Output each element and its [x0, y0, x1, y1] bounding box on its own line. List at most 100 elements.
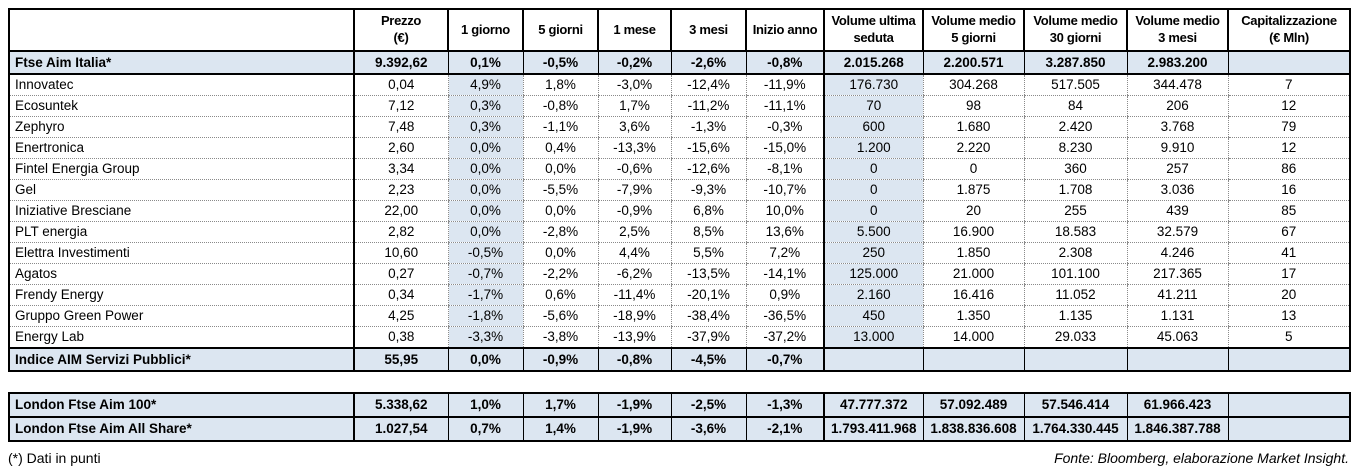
table-row: London Ftse Aim 100* 5.338,62 1,0% 1,7% -1,9…	[9, 392, 1350, 418]
value-cell-m3: -37,9%	[670, 326, 746, 349]
value-cell-cap: 5	[1227, 326, 1350, 349]
value-cell-m1: -11,4%	[597, 284, 671, 306]
value-cell-cap: 41	[1227, 242, 1350, 264]
table-row: PLT energia 2,82 0,0% -2,8% 2,5% 8,5% 13,6% 5.5…	[9, 221, 1350, 243]
value-cell-m1: -0,6%	[597, 158, 671, 180]
value-cell-cap: 86	[1227, 158, 1350, 180]
value-cell-prezzo: 9.392,62	[353, 50, 448, 75]
value-cell-inizio: -37,2%	[745, 326, 824, 349]
value-cell-vol3: 57.546.414	[1023, 392, 1127, 418]
table-body: London Ftse Aim 100* 5.338,62 1,0% 1,7% -1,9…	[9, 392, 1350, 442]
value-cell-vol2: 1.838.836.608	[922, 416, 1024, 442]
value-cell-g5: -0,8%	[522, 95, 598, 117]
value-cell-cap: 12	[1227, 95, 1350, 117]
value-cell-vol2: 14.000	[922, 326, 1024, 349]
value-cell-cap	[1227, 392, 1350, 418]
value-cell-g1: 0,0%	[447, 200, 523, 222]
value-cell-vol3: 84	[1023, 95, 1127, 117]
table-row: Gel 2,23 0,0% -5,5% -7,9% -9,3% -10,7% 0 1.875 1.…	[9, 179, 1350, 201]
company-name-cell: Fintel Energia Group	[9, 158, 354, 180]
value-cell-m3: -20,1%	[670, 284, 746, 306]
value-cell-vol4: 2.983.200	[1126, 50, 1228, 75]
table-row: Enertronica 2,60 0,0% 0,4% -13,3% -15,6% -15,0…	[9, 137, 1350, 159]
value-cell-cap: 85	[1227, 200, 1350, 222]
value-cell-vol4: 4.246	[1126, 242, 1228, 264]
value-cell-m3: -11,2%	[670, 95, 746, 117]
value-cell-g1: 0,0%	[447, 179, 523, 201]
value-cell-prezzo: 3,34	[353, 158, 448, 180]
value-cell-prezzo: 10,60	[353, 242, 448, 264]
value-cell-vol4: 32.579	[1126, 221, 1228, 243]
value-cell-vol3: 101.100	[1023, 263, 1127, 285]
value-cell-g5: -5,6%	[522, 305, 598, 327]
value-cell-vol3: 8.230	[1023, 137, 1127, 159]
value-cell-vol1: 0	[823, 179, 923, 201]
value-cell-vol1: 250	[823, 242, 923, 264]
footer-row: (*) Dati in punti Fonte: Bloomberg, elab…	[8, 450, 1349, 466]
value-cell-inizio: -1,3%	[745, 392, 824, 418]
value-cell-m1: 3,6%	[597, 116, 671, 138]
value-cell-m1: 2,5%	[597, 221, 671, 243]
company-name-cell: Zephyro	[9, 116, 354, 138]
value-cell-inizio: -14,1%	[745, 263, 824, 285]
value-cell-vol4: 9.910	[1126, 137, 1228, 159]
value-cell-g1: 0,0%	[447, 221, 523, 243]
value-cell-g1: 0,7%	[447, 416, 523, 442]
value-cell-cap: 17	[1227, 263, 1350, 285]
value-cell-vol4: 217.365	[1126, 263, 1228, 285]
value-cell-vol4: 257	[1126, 158, 1228, 180]
value-cell-g5: 0,0%	[522, 242, 598, 264]
value-cell-inizio: -15,0%	[745, 137, 824, 159]
value-cell-inizio: 7,2%	[745, 242, 824, 264]
value-cell-m3: -3,6%	[670, 416, 746, 442]
company-name-cell: Enertronica	[9, 137, 354, 159]
value-cell-g5: 1,7%	[522, 392, 598, 418]
value-cell-vol2: 16.900	[922, 221, 1024, 243]
value-cell-inizio: -2,1%	[745, 416, 824, 442]
value-cell-vol3: 255	[1023, 200, 1127, 222]
value-cell-g1: 0,0%	[447, 347, 523, 372]
value-cell-g5: 0,0%	[522, 158, 598, 180]
value-cell-m3: -15,6%	[670, 137, 746, 159]
table-header: Prezzo (€) 1 giorno 5 giorni 1 mese 3 mesi In…	[8, 8, 1351, 52]
value-cell-cap: 16	[1227, 179, 1350, 201]
value-cell-vol4: 344.478	[1126, 74, 1228, 96]
company-name-cell: Frendy Energy	[9, 284, 354, 306]
value-cell-g5: 0,0%	[522, 200, 598, 222]
value-cell-prezzo: 7,48	[353, 116, 448, 138]
table-row: Elettra Investimenti 10,60 -0,5% 0,0% 4,4% 5,…	[9, 242, 1350, 264]
value-cell-g1: -1,7%	[447, 284, 523, 306]
value-cell-g5: -0,9%	[522, 347, 598, 372]
company-name-cell: Innovatec	[9, 74, 354, 96]
column-header-vol4: Volume medio 3 mesi	[1126, 8, 1229, 52]
value-cell-prezzo: 22,00	[353, 200, 448, 222]
value-cell-g1: 0,0%	[447, 158, 523, 180]
value-cell-cap	[1227, 50, 1350, 75]
value-cell-prezzo: 0,27	[353, 263, 448, 285]
table-row: Iniziative Bresciane 22,00 0,0% 0,0% -0,9% 6,…	[9, 200, 1350, 222]
value-cell-prezzo: 55,95	[353, 347, 448, 372]
value-cell-g5: -5,5%	[522, 179, 598, 201]
value-cell-m1: -0,9%	[597, 200, 671, 222]
value-cell-g1: 0,0%	[447, 137, 523, 159]
value-cell-m3: -4,5%	[670, 347, 746, 372]
value-cell-vol3: 11.052	[1023, 284, 1127, 306]
value-cell-vol1: 2.015.268	[823, 50, 923, 75]
value-cell-vol1: 47.777.372	[823, 392, 923, 418]
value-cell-g1: -0,7%	[447, 263, 523, 285]
value-cell-vol1	[823, 347, 923, 372]
value-cell-prezzo: 2,23	[353, 179, 448, 201]
value-cell-g1: -0,5%	[447, 242, 523, 264]
value-cell-m1: -0,2%	[597, 50, 671, 75]
table-row: Fintel Energia Group 3,34 0,0% 0,0% -0,6% -12…	[9, 158, 1350, 180]
table-row: Innovatec 0,04 4,9% 1,8% -3,0% -12,4% -11,9% 17…	[9, 74, 1350, 96]
value-cell-m3: -9,3%	[670, 179, 746, 201]
column-header-m3: 3 mesi	[670, 8, 747, 52]
value-cell-cap	[1227, 347, 1350, 372]
table-row: Ftse Aim Italia* 9.392,62 0,1% -0,5% -0,2% -2…	[9, 50, 1350, 75]
value-cell-vol2: 20	[922, 200, 1024, 222]
value-cell-g5: 1,8%	[522, 74, 598, 96]
column-header-prezzo: Prezzo (€)	[353, 8, 449, 52]
value-cell-m1: -18,9%	[597, 305, 671, 327]
